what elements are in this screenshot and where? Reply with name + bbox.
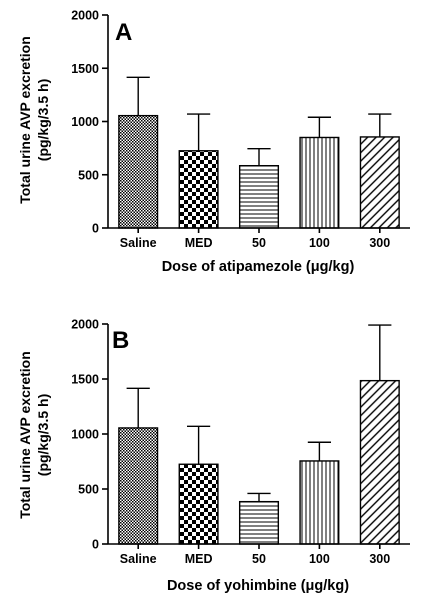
x-tick-label: MED [185, 552, 213, 566]
x-tick-label: 300 [369, 236, 390, 250]
panel-b: B Total urine AVP excretion (pg/kg/3.5 h… [17, 318, 410, 595]
x-tick-label: 300 [369, 552, 390, 566]
y-tick-label: 0 [92, 538, 99, 552]
y-axis-label-line1: Total urine AVP excretion [17, 351, 33, 519]
bar [300, 137, 339, 228]
bar [240, 166, 279, 228]
bar [300, 461, 339, 544]
bar [179, 464, 218, 544]
x-axis-label: Dose of yohimbine (μg/kg) [167, 578, 349, 594]
x-tick-label: 50 [252, 236, 266, 250]
bars-group: 0 500 1000 1500 2000 Saline MED 50 100 300 [71, 318, 410, 567]
y-tick-label: 500 [78, 483, 99, 497]
bar [240, 502, 279, 544]
y-tick-label: 2000 [71, 9, 99, 23]
x-tick-label: 50 [252, 552, 266, 566]
x-tick-label: 100 [309, 236, 330, 250]
x-tick-label: Saline [120, 236, 157, 250]
y-tick-label: 0 [92, 222, 99, 236]
panel-label: B [112, 327, 129, 354]
y-axis-label-line2: (pg/kg/3.5 h) [35, 394, 51, 476]
x-tick-label: Saline [120, 552, 157, 566]
y-tick-label: 1000 [71, 115, 99, 129]
bar [360, 381, 399, 544]
y-axis-label-line2: (pg/kg/3.5 h) [35, 79, 51, 161]
x-tick-label: 100 [309, 552, 330, 566]
bar [179, 151, 218, 228]
x-tick-label: MED [185, 236, 213, 250]
y-tick-label: 2000 [71, 318, 99, 332]
bar [360, 137, 399, 228]
bar [119, 116, 158, 228]
bar [119, 428, 158, 544]
y-tick-label: 1500 [71, 373, 99, 387]
panel-label: A [115, 19, 132, 46]
panel-a: A Total urine AVP excretion (pg/kg/3.5 h… [17, 9, 410, 276]
x-axis-label: Dose of atipamezole (μg/kg) [162, 259, 355, 275]
y-tick-label: 1500 [71, 62, 99, 76]
y-tick-label: 1000 [71, 428, 99, 442]
y-tick-label: 500 [78, 168, 99, 182]
y-axis-label-line1: Total urine AVP excretion [17, 36, 33, 204]
